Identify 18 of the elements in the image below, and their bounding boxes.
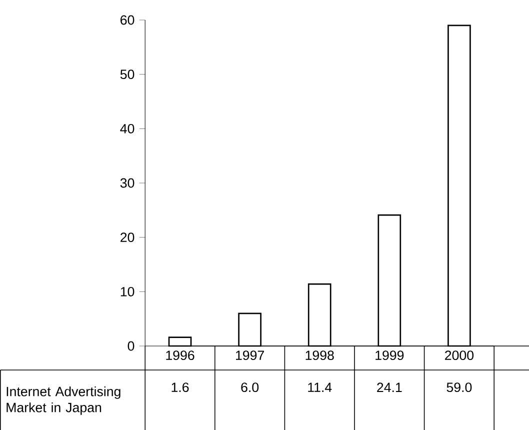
x-tick-label: 1999 [376,350,404,360]
y-tick-label: 60 [120,15,134,25]
data-label: 59.0 [446,382,472,392]
y-tick-label: 10 [120,286,134,296]
y-tick-label: 20 [120,232,134,242]
data-label: 24.1 [377,382,402,392]
data-label: 6.0 [241,382,259,392]
data-label: 11.4 [308,382,332,392]
y-tick-label: 40 [120,124,134,134]
text: Internet Advertising Market in Japan [6,386,120,415]
y-tick-label: 30 [120,178,134,188]
y-tick-label: 0 [128,341,134,351]
x-tick-label: 1996 [166,350,194,360]
x-tick-label: 1997 [236,350,264,360]
data-label: 1.6 [172,382,189,392]
y-tick-label: 50 [120,70,134,80]
x-tick-label: 1998 [306,350,334,360]
x-tick-label: 2000 [445,350,474,360]
